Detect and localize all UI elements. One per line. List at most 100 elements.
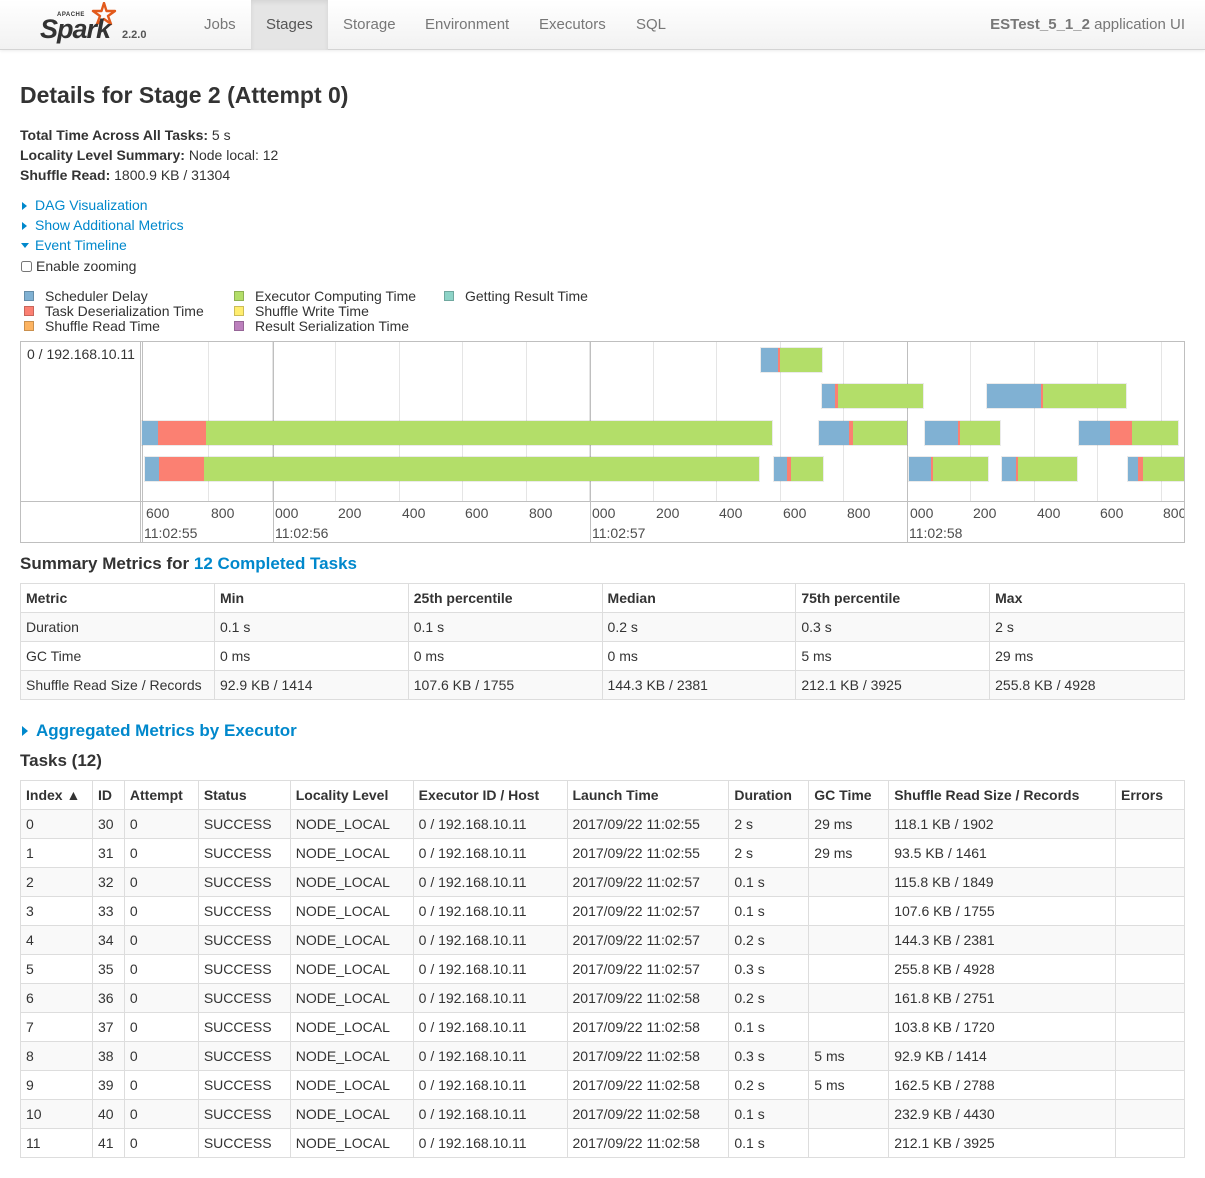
summary-metrics-cell: 0 ms [407, 641, 603, 671]
table-cell: 0 / 192.168.10.11 [412, 1099, 568, 1129]
tasks-column-header[interactable]: Attempt [123, 780, 199, 810]
timeline-task-segment [205, 421, 772, 445]
application-title: ESTest_5_1_2 application UI [990, 0, 1185, 50]
table-cell: 0 [123, 954, 199, 984]
aggregated-metrics-toggle[interactable]: Aggregated Metrics by Executor [20, 721, 297, 741]
summary-metrics-prefix: Summary Metrics for [20, 554, 190, 573]
brand-name: Spark [40, 14, 111, 44]
page-title: Details for Stage 2 (Attempt 0) [20, 82, 349, 108]
table-cell: 115.8 KB / 1849 [888, 867, 1117, 897]
table-cell [1115, 838, 1185, 868]
table-cell [808, 867, 890, 897]
timeline-task-segment [958, 421, 961, 445]
timeline-task-segment [778, 348, 781, 372]
additional-metrics-toggle[interactable]: Show Additional Metrics [20, 217, 184, 233]
event-timeline[interactable]: 0 / 192.168.10.11 11:02:55 11:02:56 11:02:… [20, 341, 1185, 543]
tasks-column-header[interactable]: Shuffle Read Size / Records [888, 780, 1117, 810]
table-row: 3 33 0 SUCCESS NODE_LOCAL 0 / 192.168.10.11 20… [20, 896, 1185, 926]
tasks-column-header[interactable]: Launch Time [566, 780, 730, 810]
timeline-task-bar[interactable] [144, 456, 760, 482]
summary-metrics-cell: 29 ms [989, 641, 1185, 671]
enable-zooming-checkbox[interactable] [21, 261, 32, 272]
timeline-task-bar[interactable] [1127, 456, 1184, 482]
tasks-column-header[interactable]: Status [197, 780, 291, 810]
tab-sql[interactable]: SQL [636, 16, 667, 33]
tab-stages[interactable]: Stages [251, 0, 328, 50]
tab-environment[interactable]: Environment [425, 16, 510, 33]
table-cell: 7 [20, 1012, 93, 1042]
dag-visualization-toggle[interactable]: DAG Visualization [20, 197, 148, 213]
completed-tasks-link[interactable]: 12 Completed Tasks [193, 554, 357, 573]
timeline-task-segment [1041, 384, 1044, 408]
timeline-task-bar[interactable] [821, 383, 924, 409]
timeline-tick-label: 800 [847, 505, 871, 521]
timeline-task-bar[interactable] [1001, 456, 1078, 482]
table-cell: SUCCESS [197, 1041, 291, 1071]
tab-storage[interactable]: Storage [343, 16, 396, 33]
table-cell [808, 1012, 890, 1042]
summary-metrics-cell: 0.2 s [601, 612, 797, 642]
brand-version: 2.2.0 [122, 29, 147, 41]
tasks-column-header[interactable]: Duration [728, 780, 810, 810]
timeline-task-segment [1017, 457, 1078, 481]
table-cell: 103.8 KB / 1720 [888, 1012, 1117, 1042]
legend-swatch [24, 291, 34, 301]
tasks-column-header[interactable]: Locality Level [289, 780, 414, 810]
timeline-task-bar[interactable] [773, 456, 824, 482]
timeline-task-bar[interactable] [141, 420, 773, 446]
timeline-task-bar[interactable] [818, 420, 908, 446]
table-cell: NODE_LOCAL [289, 1041, 414, 1071]
timeline-major-label: 11:02:56 [275, 525, 329, 541]
enable-zooming[interactable]: Enable zooming [20, 258, 136, 274]
timeline-tick-label: 200 [338, 505, 362, 521]
table-cell: 0 [123, 1128, 199, 1158]
tab-jobs[interactable]: Jobs [204, 16, 236, 33]
timeline-panel[interactable]: 11:02:55 11:02:56 11:02:57 11:02:58 600 800 00… [141, 342, 1184, 542]
legend-shuffle-write: Shuffle Write Time [234, 304, 369, 319]
tasks-column-header[interactable]: GC Time [808, 780, 890, 810]
legend-label: Scheduler Delay [45, 288, 148, 304]
table-cell [1115, 925, 1185, 955]
table-cell: 2017/09/22 11:02:58 [566, 983, 730, 1013]
summary-value: Node local: 12 [188, 147, 279, 163]
tasks-heading: Tasks (12) [20, 751, 102, 770]
table-cell: 2 s [728, 838, 810, 868]
tasks-column-header[interactable]: Executor ID / Host [412, 780, 568, 810]
summary-locality: Locality Level Summary: Node local: 12 [20, 147, 278, 163]
tasks-column-header[interactable]: Index ▲ [20, 780, 93, 810]
table-cell: 4 [20, 925, 93, 955]
timeline-major-label: 11:02:55 [144, 525, 198, 541]
table-cell: SUCCESS [197, 867, 291, 897]
table-cell: 0 [123, 838, 199, 868]
table-cell: NODE_LOCAL [289, 1099, 414, 1129]
timeline-task-segment [837, 384, 923, 408]
table-cell: 5 ms [808, 1041, 890, 1071]
spark-star-icon [91, 2, 117, 26]
timeline-major-grid-line [907, 342, 908, 542]
event-timeline-toggle[interactable]: Event Timeline [20, 237, 127, 253]
table-cell [808, 925, 890, 955]
table-cell: 2017/09/22 11:02:57 [566, 867, 730, 897]
table-cell: 35 [91, 954, 125, 984]
timeline-tick-label: 600 [1100, 505, 1124, 521]
timeline-task-bar[interactable] [908, 456, 989, 482]
expand-arrow-icon [22, 202, 27, 210]
timeline-task-bar[interactable] [760, 347, 823, 373]
table-cell [1115, 1041, 1185, 1071]
timeline-task-bar[interactable] [986, 383, 1127, 409]
timeline-task-segment [960, 421, 1000, 445]
spark-logo[interactable]: APACHE Spark 2.2.0 [38, 2, 158, 48]
legend-scheduler-delay: Scheduler Delay [24, 288, 148, 304]
tasks-column-header[interactable]: ID [91, 780, 125, 810]
table-cell [1115, 1012, 1185, 1042]
tasks-column-header[interactable]: Errors [1115, 780, 1185, 810]
timeline-task-segment [761, 348, 779, 372]
table-cell: 39 [91, 1070, 125, 1100]
legend-executor-computing: Executor Computing Time [234, 289, 416, 304]
timeline-task-segment [822, 384, 835, 408]
timeline-task-bar[interactable] [924, 420, 1001, 446]
table-cell: NODE_LOCAL [289, 838, 414, 868]
timeline-task-bar[interactable] [1078, 420, 1179, 446]
tab-executors[interactable]: Executors [539, 16, 606, 33]
table-cell: 2017/09/22 11:02:57 [566, 925, 730, 955]
